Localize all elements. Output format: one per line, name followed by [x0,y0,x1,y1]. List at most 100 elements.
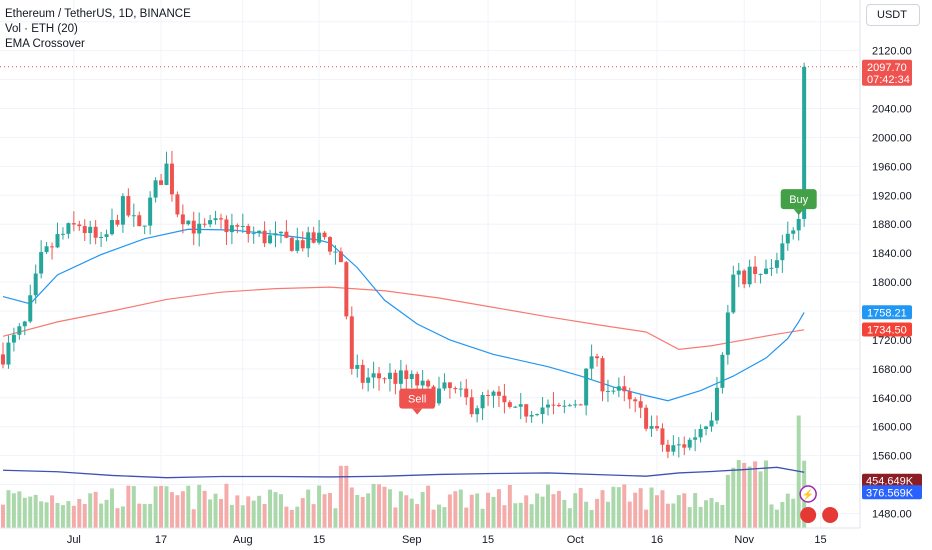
volume-bar [791,498,796,528]
volume-bar [573,493,578,528]
candle-body [278,231,283,234]
candle [600,355,605,402]
candle-body [774,260,779,268]
candle-body [698,428,703,438]
volume-bar [197,484,202,528]
candle-body [300,240,305,249]
volume-bar [213,493,218,528]
volume-bar [404,495,409,528]
candle [306,226,311,258]
price-tick-label: 1800.00 [872,277,912,289]
candle-body [387,372,392,380]
candle-body [240,225,245,227]
buy-signal-label: Buy [789,194,808,206]
candle-body [704,426,709,429]
ema-indicator-label[interactable]: EMA Crossover [5,38,85,50]
candle-body [82,226,87,234]
time-tick-label: 15 [482,534,494,546]
price-axis-panel [860,0,932,550]
candle [159,173,164,185]
volume-bar [77,498,82,528]
candle-body [360,364,365,383]
sell-signal-pointer [412,408,423,415]
candle [720,352,725,394]
volume-bar [110,488,114,528]
candle-body [622,386,627,392]
candle-body [197,223,202,234]
volume-bar [88,493,93,528]
candle [224,215,229,245]
candle [311,226,316,244]
volume-bar [682,493,687,528]
candle [633,397,638,413]
us-flag-icon [800,507,817,523]
price-tick-label: 2040.00 [872,103,912,115]
candle [475,405,480,423]
candle [464,379,469,406]
candle [240,213,245,233]
time-tick-label: Nov [734,534,754,546]
candle [518,392,523,420]
time-tick-label: 15 [313,534,325,546]
volume-bar [33,494,38,528]
candle-body [180,214,185,225]
volume-bar [458,489,463,528]
price-tick-label: 1920.00 [872,190,912,202]
candle [780,234,785,273]
candle-body [104,234,109,238]
candle [742,269,747,289]
volume-bar [687,507,692,528]
lightning-icon [799,485,817,503]
candle-body [1,354,5,365]
candle [671,435,676,456]
candle [785,221,790,251]
candle-body [66,223,71,234]
candle [289,236,294,252]
volume-bar [148,503,153,528]
candle [627,387,632,409]
volume-bar [371,483,376,528]
candle-body [219,218,223,220]
candle-body [311,232,316,243]
candle-body [458,388,463,390]
candle-body [224,219,229,233]
candle-body [6,342,11,365]
volume-bar [99,503,104,528]
volume-indicator-label[interactable]: Vol · ETH (20) [5,23,78,35]
candle [769,259,774,276]
candle [774,252,779,274]
time-tick-label: 16 [651,534,663,546]
candle [546,399,550,416]
currency-button[interactable]: USDT [866,4,920,26]
volume-bar [153,486,158,528]
candle-body [262,230,267,244]
candle-body [120,196,125,225]
candle-body [573,404,578,406]
candle [747,259,752,288]
volume-bar [785,493,790,528]
volume-bar [655,495,659,528]
candle-body [709,420,714,427]
candle-body [791,230,796,234]
candle [524,403,529,423]
candle [687,437,692,451]
candle-body [251,233,256,235]
volume-bar [513,503,518,528]
volume-bar [311,504,316,528]
candle-body [475,408,480,415]
volume-bar [289,509,294,528]
candle-body [638,401,643,408]
volume-bar [409,498,414,528]
candle [28,284,33,324]
volume-bar [44,502,49,528]
candle-body [616,386,621,391]
candle-body [496,391,501,396]
ema-slow-tag-box [862,322,912,337]
candle-body [464,388,469,398]
sell-signal: Sell [399,388,436,415]
candle-body [268,235,273,244]
volume-bar [447,494,452,528]
candle [60,227,65,240]
candle-body [780,243,785,261]
